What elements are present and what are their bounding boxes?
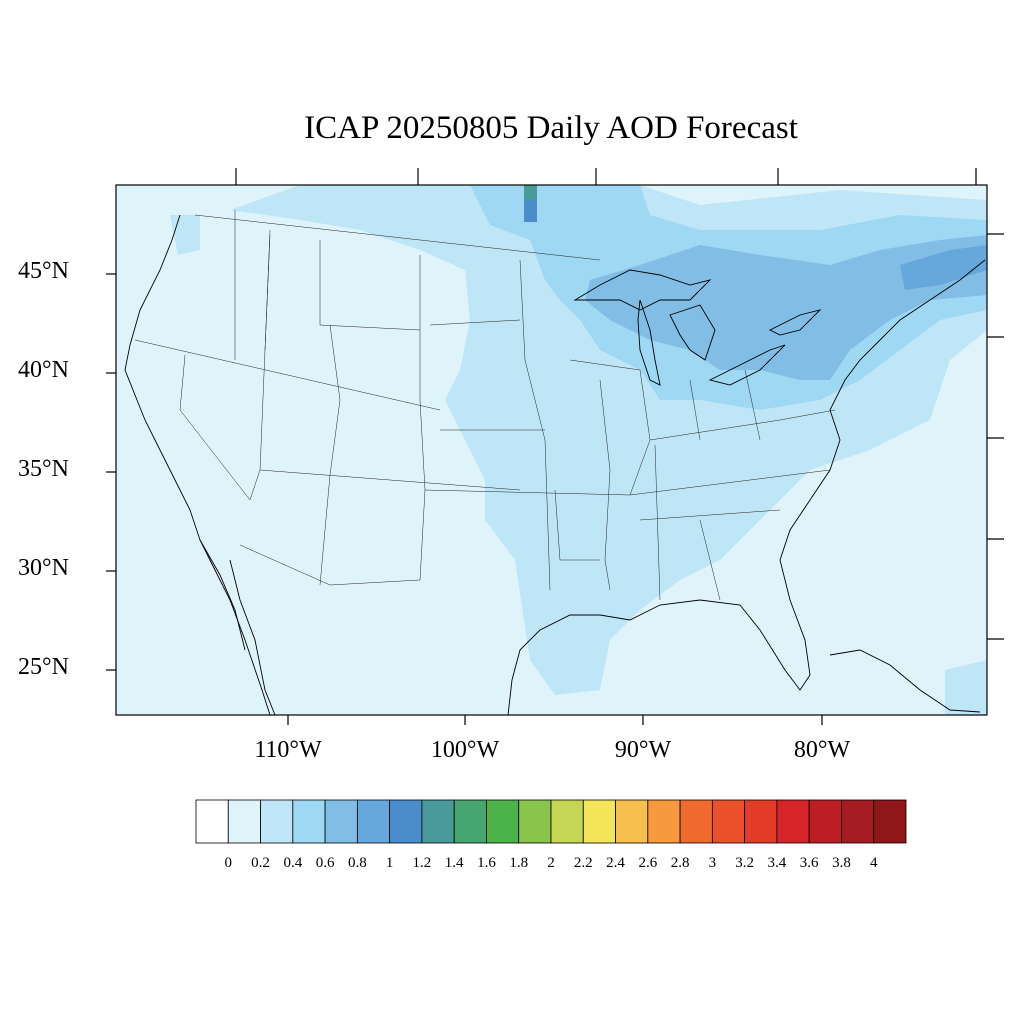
map-frame: [115, 184, 988, 716]
aod-band-1.2: [524, 185, 537, 200]
colorbar-tick-label: 3.4: [767, 855, 787, 871]
colorbar-swatch: [518, 799, 552, 844]
colorbar-swatch: [356, 799, 391, 844]
colorbar-tick-label: 0: [224, 855, 233, 871]
lat-label-35: 35°N: [18, 456, 69, 482]
colorbar-tick-label: 0.2: [251, 855, 270, 871]
colorbar-tick-label: 1.6: [477, 855, 496, 871]
colorbar-swatch: [227, 799, 261, 844]
aod-band-1.0: [524, 200, 537, 222]
lat-label-45: 45°N: [18, 258, 69, 284]
ticks: [106, 168, 1004, 725]
colorbar-swatch: [841, 799, 875, 844]
colorbar-swatch: [486, 799, 520, 844]
colorbar-swatch: [550, 799, 584, 844]
colorbar-swatch: [582, 799, 616, 844]
lon-label-110w: 110°W: [254, 737, 322, 763]
colorbar-swatch: [324, 799, 358, 844]
map-title: ICAP 20250805 Daily AOD Forecast: [304, 110, 798, 146]
colorbar-tick-label: 3.8: [832, 855, 851, 871]
colorbar-tick-label: 2.6: [638, 855, 658, 871]
colorbar-tick-label: 2.2: [573, 855, 593, 871]
lat-label-40: 40°N: [18, 357, 69, 383]
colorbar-tick-label: 3.6: [799, 855, 819, 871]
colorbar-tick-label: 2.4: [606, 855, 625, 871]
colorbar-tick-label: 1.8: [509, 855, 529, 871]
lat-label-25: 25°N: [18, 654, 69, 680]
lon-label-90w: 90°W: [614, 737, 672, 763]
colorbar-swatch: [453, 799, 487, 844]
colorbar-swatch: [679, 799, 713, 844]
colorbar-tick-label: 0.8: [347, 855, 367, 871]
colorbar-swatch: [615, 799, 649, 844]
aod-band-0.2-nw: [170, 215, 200, 255]
colorbar-tick-label: 1: [385, 855, 394, 871]
colorbar-swatch: [744, 799, 778, 844]
colorbar-swatch: [873, 799, 907, 844]
aod-band-0.2-se: [945, 660, 987, 715]
colorbar-swatch: [808, 799, 842, 844]
colorbar-tick-label: 3: [708, 855, 717, 871]
coastlines: [124, 214, 986, 715]
colorbar-swatch: [195, 799, 229, 844]
colorbar-tick-label: 1.4: [444, 855, 464, 871]
lat-label-30: 30°N: [18, 555, 69, 581]
colorbar: [195, 799, 907, 844]
colorbar-tick-label: 3.2: [735, 855, 754, 871]
colorbar-swatch: [389, 799, 423, 844]
colorbar-swatch: [292, 799, 326, 844]
colorbar-swatch: [421, 799, 455, 844]
aod-band-0.8: [900, 245, 987, 290]
colorbar-swatch: [260, 799, 294, 844]
colorbar-tick-label: 0.4: [283, 855, 303, 871]
colorbar-tick-label: 0.6: [315, 855, 335, 871]
colorbar-swatch: [647, 799, 681, 844]
state-borders: [134, 210, 836, 601]
lon-label-80w: 80°W: [793, 737, 851, 763]
colorbar-swatch: [711, 799, 746, 844]
colorbar-tick-label: 4: [869, 855, 878, 871]
lon-label-100w: 100°W: [430, 737, 500, 763]
colorbar-swatch: [776, 799, 810, 844]
colorbar-tick-label: 1.2: [412, 855, 432, 871]
colorbar-tick-label: 2: [547, 855, 555, 871]
colorbar-tick-label: 2.8: [670, 855, 690, 871]
